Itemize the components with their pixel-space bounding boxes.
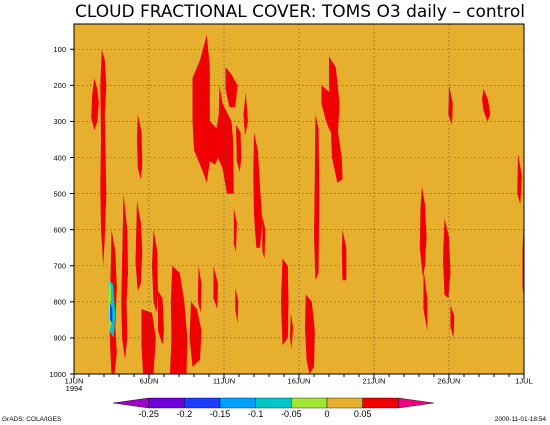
contour-region-26 (329, 56, 343, 183)
contour-region-25 (321, 85, 332, 133)
plot-frame (70, 23, 525, 379)
colorbar-segment-1 (148, 397, 185, 409)
x-tick-label-31: 1JUL (515, 377, 533, 386)
x-tick-label-16: 16JUN (288, 377, 311, 386)
y-tick-label-300: 300 (53, 117, 66, 126)
footer-left: GrADS: COLA/IGES (2, 416, 62, 423)
chart-title: CLOUD FRACTIONAL COVER: TOMS O3 daily – … (75, 2, 525, 22)
x-tick-label-line: 1JUN (65, 377, 84, 386)
contour-region-19 (253, 132, 263, 248)
x-tick-label-line: 21JUN (363, 377, 386, 386)
colorbar-label-4: -0.05 (281, 409, 302, 419)
x-tick-label-1: 1JUN 1994 (65, 377, 84, 394)
contour-region-7 (152, 229, 158, 313)
x-tick-label-line: 26JUN (438, 377, 461, 386)
contour-region-29 (423, 269, 428, 331)
contour-region-5 (135, 200, 143, 291)
contour-region-23 (305, 294, 315, 374)
x-tick-label-line: 1JUL (515, 377, 533, 386)
contour-region-20 (262, 215, 266, 259)
contour-region-34 (517, 153, 522, 205)
y-tick-label-800: 800 (53, 298, 66, 307)
grid-lines (74, 24, 524, 374)
y-tick-label-900: 900 (53, 334, 66, 343)
x-tick-label-line: 16JUN (288, 377, 311, 386)
contour-region-30 (448, 85, 453, 125)
contour-region-17 (235, 287, 239, 324)
y-tick-label-200: 200 (53, 81, 66, 90)
contour-region-22 (290, 312, 293, 349)
contour-region-31 (443, 218, 451, 299)
contour-region-6 (141, 309, 156, 374)
colorbar-segment-8 (398, 397, 435, 409)
y-tick-label-700: 700 (53, 262, 66, 271)
contour-region-24 (314, 114, 320, 281)
y-tick-label-100: 100 (53, 45, 66, 54)
x-tick-label-line: 1994 (66, 384, 83, 393)
contour-region-3 (121, 193, 128, 360)
footer-right: 2000-11-01-18:54 (495, 416, 547, 423)
colorbar: -0.25 -0.2 -0.15 -0.1 -0.05 0 0.05 (112, 397, 435, 419)
contour-region-9 (170, 265, 188, 374)
contour-region-27 (341, 229, 347, 281)
contour-region-8 (158, 291, 164, 346)
x-tick-label-11: 11JUN (213, 377, 235, 386)
contour-region-14 (236, 125, 242, 172)
contour-region-21 (281, 258, 289, 346)
y-tick-label-1000: 1000 (49, 370, 66, 379)
contour-region-11 (197, 265, 202, 313)
colorbar-segment-7 (362, 397, 399, 409)
contour-region-32 (450, 305, 455, 338)
colorbar-segment-4 (255, 397, 292, 409)
x-tick-label-line: 11JUN (213, 377, 235, 386)
contour-region-10 (189, 301, 202, 367)
y-tick-label-500: 500 (53, 189, 66, 198)
y-tick-label-400: 400 (53, 153, 66, 162)
contour-regions (91, 34, 524, 374)
x-tick-label-21: 21JUN (363, 377, 386, 386)
colorbar-segment-2 (184, 397, 221, 409)
x-tick-label-6: 6JUN (140, 377, 159, 386)
contour-region-0 (91, 78, 99, 131)
colorbar-segment-3 (219, 397, 256, 409)
colorbar-label-5: 0 (324, 409, 329, 419)
x-axis-tick-labels: 1JUN 1994 6JUN 11JUN 16JUN 21JUN 26JUN 1JUL (65, 377, 533, 394)
contour-region-28 (419, 186, 427, 277)
y-axis-tick-labels: 100 200 300 400 500 600 700 800 900 1000 (49, 45, 66, 379)
contour-region-38 (110, 301, 113, 324)
contour-region-12 (192, 34, 234, 194)
contour-region-33 (482, 88, 491, 122)
colorbar-label-2: -0.15 (210, 409, 231, 419)
colorbar-segment-6 (326, 397, 363, 409)
colorbar-segment-0 (112, 397, 149, 409)
contour-region-13 (225, 67, 238, 107)
colorbar-segment-5 (291, 397, 328, 409)
contour-region-4 (137, 114, 143, 180)
colorbar-label-1: -0.2 (177, 409, 193, 419)
contour-region-15 (213, 265, 218, 310)
x-tick-label-26: 26JUN (438, 377, 461, 386)
x-tick-label-line: 6JUN (140, 377, 159, 386)
colorbar-label-0: -0.25 (138, 409, 159, 419)
colorbar-label-3: -0.1 (248, 409, 264, 419)
y-tick-label-600: 600 (53, 225, 66, 234)
contour-region-18 (243, 92, 248, 136)
colorbar-label-6: 0.05 (354, 409, 372, 419)
